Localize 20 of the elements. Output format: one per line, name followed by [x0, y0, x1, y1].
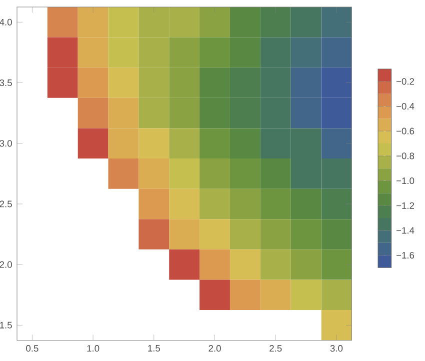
color-bar-label: −0.6: [396, 128, 414, 134]
color-bar-label: −1.2: [396, 202, 414, 209]
y-tick-label: 4.0: [0, 18, 12, 26]
x-tick-label: 2.0: [208, 345, 221, 352]
color-bar-label: −0.2: [396, 78, 414, 85]
y-tick-label: 1.5: [0, 322, 12, 328]
color-bar-label: −1.6: [396, 252, 414, 259]
y-tick-label: 2.5: [0, 200, 12, 208]
color-bar-label: −0.4: [396, 102, 414, 110]
color-bar-label: −1.4: [396, 227, 414, 234]
x-tick-label: 2.5: [270, 345, 282, 352]
x-tick-label: 3.0: [330, 345, 343, 352]
y-tick-label: 3.0: [0, 140, 12, 147]
x-tick-label: 0.5: [26, 345, 38, 352]
x-tick-label: 1.5: [148, 345, 160, 352]
y-tick-label: 2.0: [0, 261, 12, 268]
y-tick-label: 3.5: [0, 79, 12, 86]
x-tick-label: 1.0: [87, 345, 100, 352]
color-bar-label: −0.8: [396, 152, 414, 160]
color-bar-label: −1.0: [396, 177, 414, 184]
